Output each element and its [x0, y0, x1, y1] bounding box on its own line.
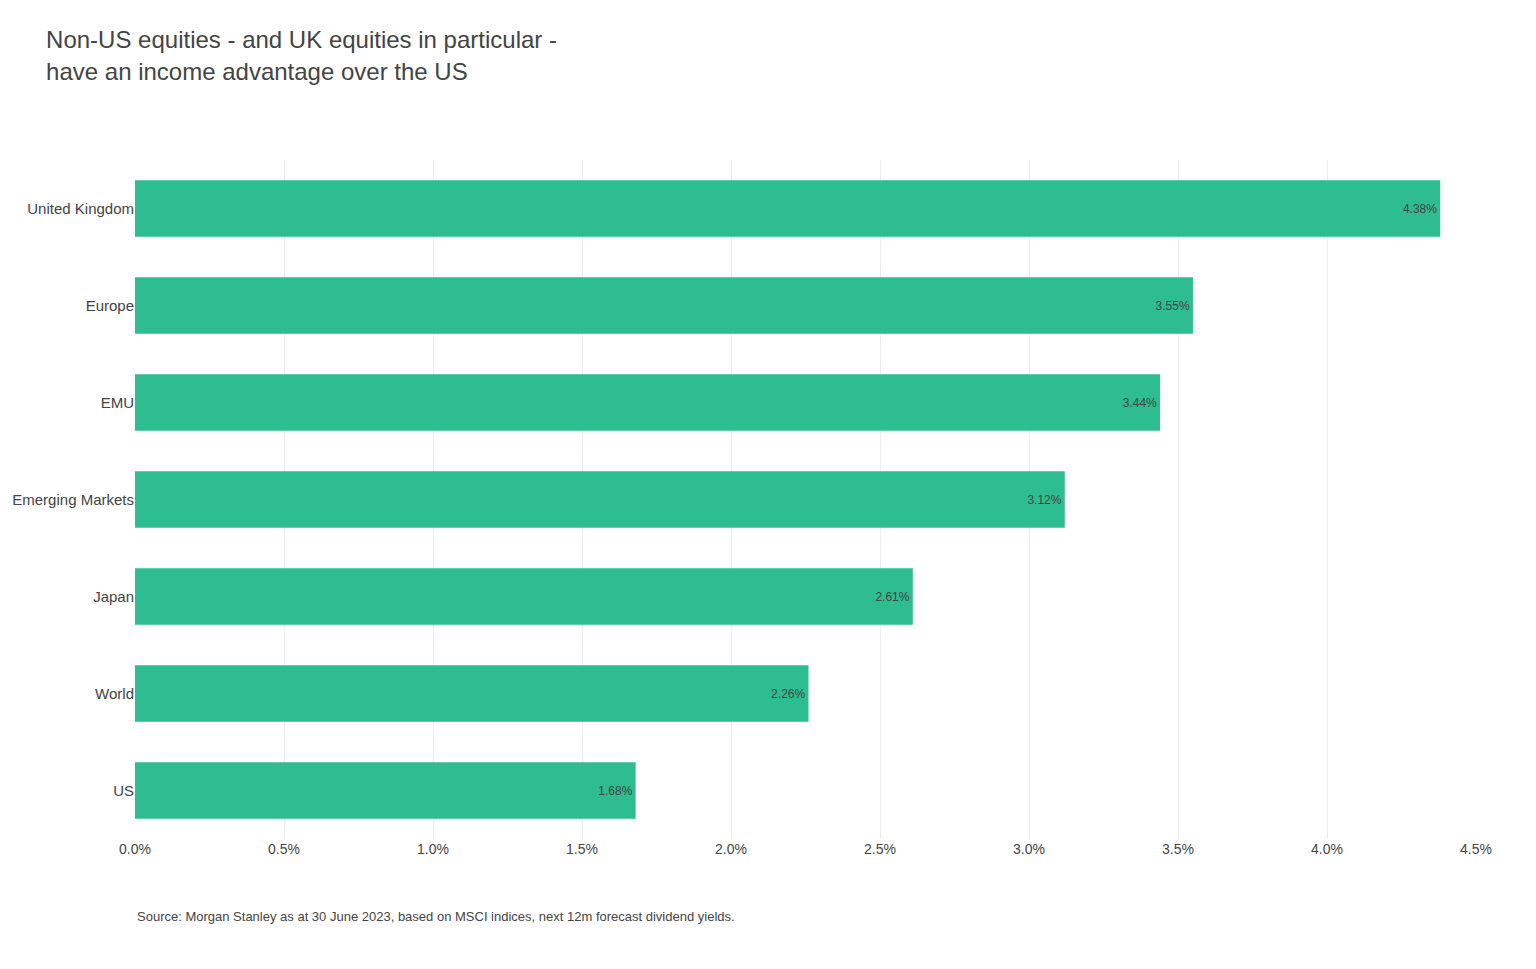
svg-text:US: US — [113, 782, 134, 799]
svg-text:3.44%: 3.44% — [1123, 396, 1157, 410]
svg-text:World: World — [95, 685, 134, 702]
svg-text:3.0%: 3.0% — [1013, 841, 1045, 857]
svg-text:United Kingdom: United Kingdom — [27, 200, 134, 217]
svg-text:0.0%: 0.0% — [119, 841, 151, 857]
svg-text:Source: Morgan Stanley as at 3: Source: Morgan Stanley as at 30 June 202… — [137, 909, 735, 924]
svg-text:4.38%: 4.38% — [1403, 202, 1437, 216]
svg-text:Japan: Japan — [93, 588, 134, 605]
svg-text:2.0%: 2.0% — [715, 841, 747, 857]
svg-text:3.5%: 3.5% — [1162, 841, 1194, 857]
svg-text:1.5%: 1.5% — [566, 841, 598, 857]
svg-text:Emerging Markets: Emerging Markets — [12, 491, 134, 508]
svg-text:2.5%: 2.5% — [864, 841, 896, 857]
svg-text:EMU: EMU — [101, 394, 134, 411]
svg-text:3.12%: 3.12% — [1027, 493, 1061, 507]
svg-text:4.0%: 4.0% — [1311, 841, 1343, 857]
svg-text:Non-US equities - and UK equit: Non-US equities - and UK equities in par… — [46, 26, 557, 84]
svg-text:4.5%: 4.5% — [1460, 841, 1492, 857]
svg-text:Europe: Europe — [86, 297, 134, 314]
svg-text:3.55%: 3.55% — [1156, 299, 1190, 313]
svg-text:2.26%: 2.26% — [771, 687, 805, 701]
svg-text:2.61%: 2.61% — [875, 590, 909, 604]
svg-text:1.0%: 1.0% — [417, 841, 449, 857]
svg-text:0.5%: 0.5% — [268, 841, 300, 857]
svg-text:1.68%: 1.68% — [598, 784, 632, 798]
